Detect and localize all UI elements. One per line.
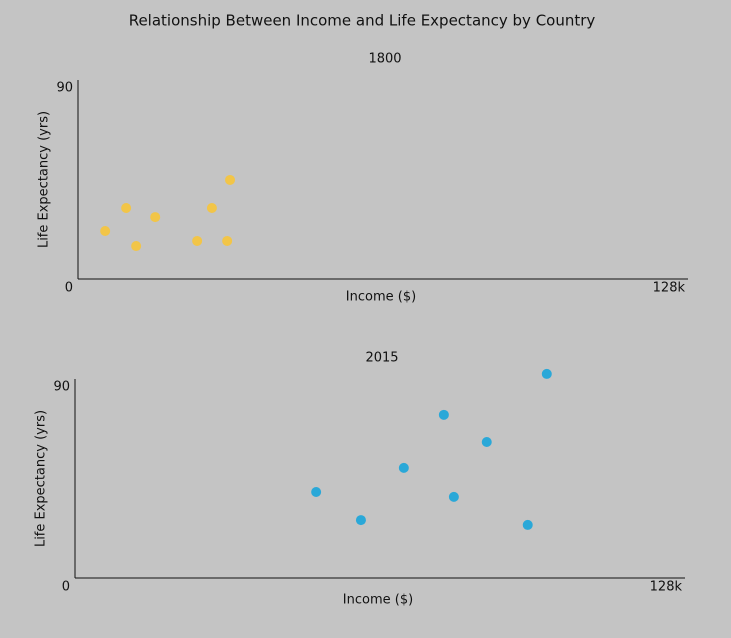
point (225, 174, 236, 185)
chart-subtitle: 2015 (365, 351, 398, 366)
y-tick-label: 90 (53, 380, 70, 395)
point (448, 491, 459, 502)
point (522, 519, 533, 530)
point (311, 486, 322, 497)
chart-subtitle: 1800 (368, 52, 401, 67)
point (355, 515, 366, 526)
point (541, 368, 552, 379)
point (150, 212, 161, 223)
y-tick-label: 0 (65, 281, 73, 296)
point (192, 235, 203, 246)
point (398, 462, 409, 473)
y-axis-label: Life Expectancy (yrs) (37, 111, 52, 248)
point (438, 409, 449, 420)
x-axis-label: Income ($) (343, 593, 413, 608)
point (100, 226, 111, 237)
point (206, 203, 217, 214)
y-axis-label: Life Expectancy (yrs) (34, 410, 49, 547)
y-tick-label: 90 (56, 81, 73, 96)
x-axis-label: Income ($) (346, 290, 416, 305)
x-tick-label: 128k (650, 580, 683, 595)
point (481, 437, 492, 448)
y-tick-label: 0 (62, 580, 70, 595)
point (121, 203, 132, 214)
point (222, 235, 233, 246)
x-tick-label: 128k (653, 281, 686, 296)
page-title: Relationship Between Income and Life Exp… (129, 12, 596, 30)
point (131, 241, 142, 252)
